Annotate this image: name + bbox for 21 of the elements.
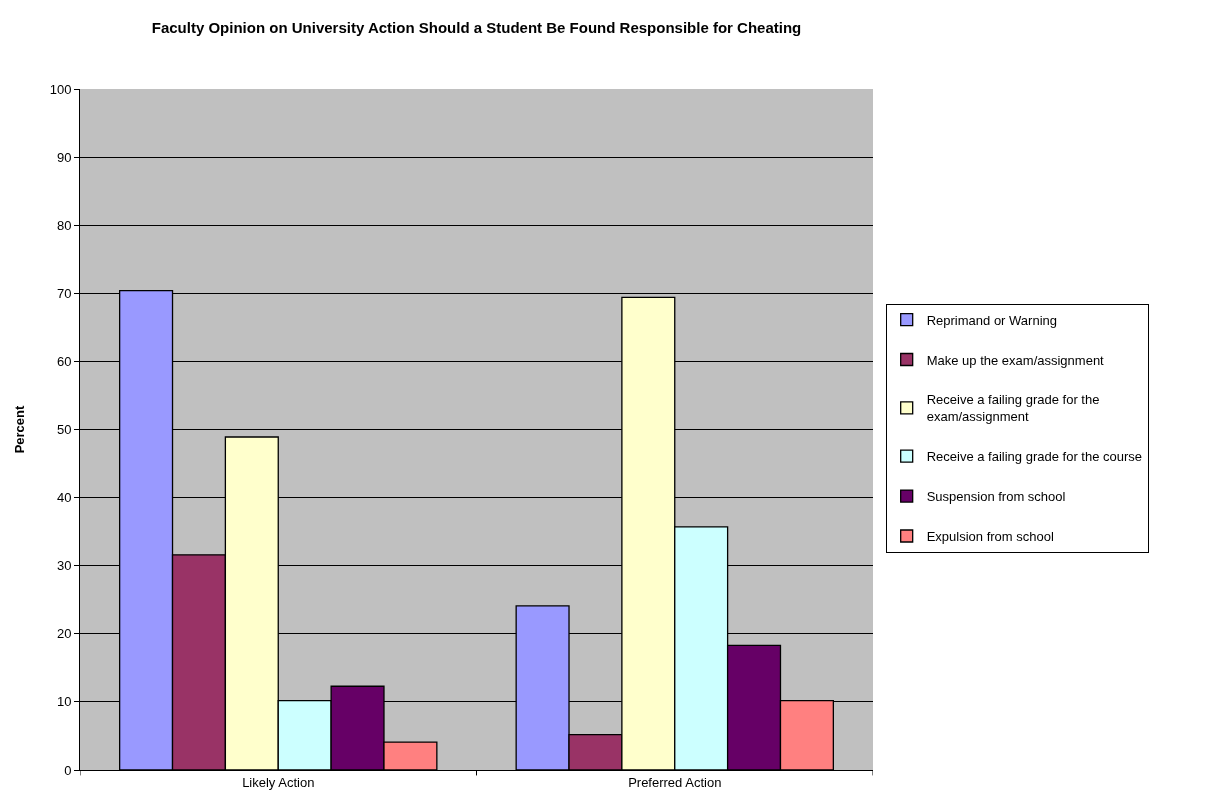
y-tick-label: 20 bbox=[56, 626, 72, 642]
y-axis-title: Percent bbox=[11, 404, 27, 454]
legend-label: Receive a failing grade for the exam/assignment bbox=[926, 392, 1100, 425]
legend-label: Make up the exam/assignment bbox=[926, 352, 1105, 368]
y-tick-label: 90 bbox=[56, 149, 72, 165]
y-tick-label: 80 bbox=[56, 217, 72, 233]
chart-title: Faculty Opinion on University Action Should a Student Be Found Responsible for Cheating bbox=[151, 19, 802, 37]
y-tick-label: 60 bbox=[56, 353, 72, 369]
legend-label: Receive a failing grade for the course bbox=[926, 449, 1143, 465]
legend-label: Reprimand or Warning bbox=[926, 312, 1057, 328]
x-tick-label: Likely Action bbox=[242, 774, 315, 790]
y-tick-label: 40 bbox=[56, 490, 72, 506]
y-tick-label: 100 bbox=[49, 81, 72, 97]
y-tick-label: 50 bbox=[56, 422, 72, 438]
y-tick-label: 10 bbox=[56, 694, 72, 710]
legend-label: Expulsion from school bbox=[926, 529, 1054, 545]
y-tick-label: 30 bbox=[56, 558, 72, 574]
x-tick-label: Preferred Action bbox=[628, 774, 722, 790]
y-tick-label: 0 bbox=[64, 762, 72, 778]
y-tick-label: 70 bbox=[56, 285, 72, 301]
legend-label: Suspension from school bbox=[926, 489, 1066, 505]
